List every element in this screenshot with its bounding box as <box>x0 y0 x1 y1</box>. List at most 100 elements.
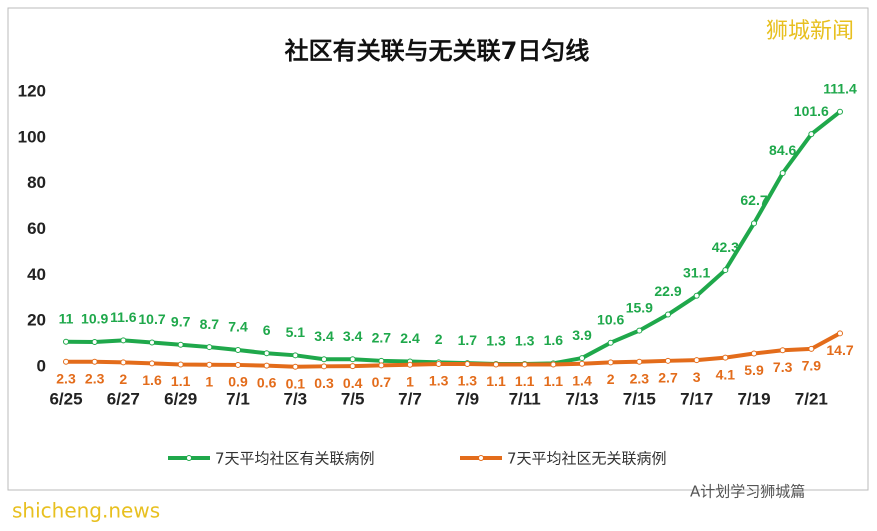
data-label: 84.6 <box>769 142 796 158</box>
data-label: 2 <box>119 371 127 387</box>
data-label: 15.9 <box>626 299 653 315</box>
data-label: 9.7 <box>171 313 191 329</box>
data-label: 0.6 <box>257 374 277 390</box>
point <box>521 361 528 368</box>
point <box>607 339 614 346</box>
y-tick-label: 120 <box>18 81 46 100</box>
x-tick-label: 7/1 <box>226 389 250 408</box>
y-tick-label: 100 <box>18 127 46 146</box>
legend-label: 7天平均社区有关联病例 <box>215 450 375 468</box>
x-tick-label: 7/11 <box>509 389 541 408</box>
data-label: 10.6 <box>597 311 624 327</box>
data-label: 11 <box>59 310 74 326</box>
point <box>91 339 98 346</box>
data-label: 1.1 <box>171 373 191 389</box>
point <box>665 311 671 318</box>
point <box>63 358 69 365</box>
point <box>292 352 299 359</box>
data-label: 14.7 <box>826 342 853 358</box>
point <box>722 354 729 361</box>
y-tick-label: 60 <box>27 219 46 238</box>
data-label: 101.6 <box>794 103 829 119</box>
point <box>550 361 557 368</box>
data-label: 11.6 <box>110 309 137 325</box>
point <box>636 327 643 334</box>
data-label: 3 <box>693 369 701 385</box>
point <box>206 344 213 351</box>
point <box>292 363 299 370</box>
data-label: 2.3 <box>85 370 105 386</box>
data-label: 0.4 <box>343 375 363 391</box>
y-tick-label: 40 <box>27 265 46 284</box>
data-label: 1 <box>205 373 213 389</box>
legend-marker <box>478 455 484 461</box>
data-label: 2 <box>435 331 443 347</box>
y-tick-label: 20 <box>27 311 46 330</box>
point <box>779 347 786 354</box>
data-label: 3.4 <box>314 328 334 344</box>
point <box>349 356 356 363</box>
data-label: 0.7 <box>372 374 392 390</box>
data-label: 10.7 <box>138 311 165 327</box>
x-tick-label: 7/17 <box>680 389 713 408</box>
point <box>378 362 385 369</box>
point <box>693 292 700 299</box>
point <box>808 131 815 138</box>
point <box>321 363 327 370</box>
footer-left: shicheng.news <box>12 499 160 523</box>
data-label: 2.7 <box>372 330 392 346</box>
data-label: 0.3 <box>314 375 334 391</box>
data-label: 1.7 <box>458 332 478 348</box>
x-tick-label: 7/9 <box>456 389 480 408</box>
data-label: 10.9 <box>81 311 108 327</box>
point <box>751 220 757 227</box>
point <box>579 355 585 362</box>
data-label: 1.1 <box>515 373 535 389</box>
point <box>693 357 700 364</box>
data-label: 5.1 <box>286 324 306 340</box>
point <box>751 350 757 357</box>
point <box>120 359 127 366</box>
data-label: 7.3 <box>773 359 793 375</box>
point <box>177 361 184 368</box>
x-tick-label: 7/7 <box>398 389 422 408</box>
point <box>779 170 786 177</box>
data-label: 42.3 <box>712 239 739 255</box>
data-label: 2.4 <box>400 330 420 346</box>
x-tick-label: 7/21 <box>795 389 828 408</box>
x-tick-label: 6/29 <box>164 389 197 408</box>
x-tick-label: 6/25 <box>49 389 82 408</box>
data-label: 111.4 <box>823 80 857 96</box>
point <box>91 358 98 365</box>
x-tick-label: 6/27 <box>107 389 140 408</box>
data-label: 31.1 <box>683 264 710 280</box>
data-label: 2 <box>607 371 615 387</box>
point <box>407 361 413 368</box>
point <box>149 339 155 346</box>
point <box>63 338 69 345</box>
point <box>235 347 241 354</box>
data-label: 7.4 <box>228 319 248 335</box>
data-label: 1.4 <box>572 372 592 388</box>
watermark: 狮城新闻 <box>766 19 854 44</box>
y-tick-label: 80 <box>27 173 46 192</box>
point <box>149 360 155 367</box>
point <box>837 330 843 337</box>
data-label: 1.1 <box>486 373 506 389</box>
point <box>321 356 327 363</box>
point <box>665 357 671 364</box>
y-tick-label: 0 <box>37 356 46 375</box>
point <box>349 363 356 370</box>
data-label: 1.1 <box>544 373 564 389</box>
data-label: 1 <box>406 373 414 389</box>
chart-title: 社区有关联与无关联7日匀线 <box>285 37 590 65</box>
x-tick-label: 7/3 <box>284 389 308 408</box>
point <box>120 337 127 344</box>
data-label: 7.9 <box>802 358 822 374</box>
x-tick-label: 7/5 <box>341 389 365 408</box>
data-label: 62.7 <box>740 192 767 208</box>
point <box>493 361 499 368</box>
data-label: 0.1 <box>286 375 306 391</box>
data-label: 6 <box>263 322 271 338</box>
point <box>579 360 585 367</box>
